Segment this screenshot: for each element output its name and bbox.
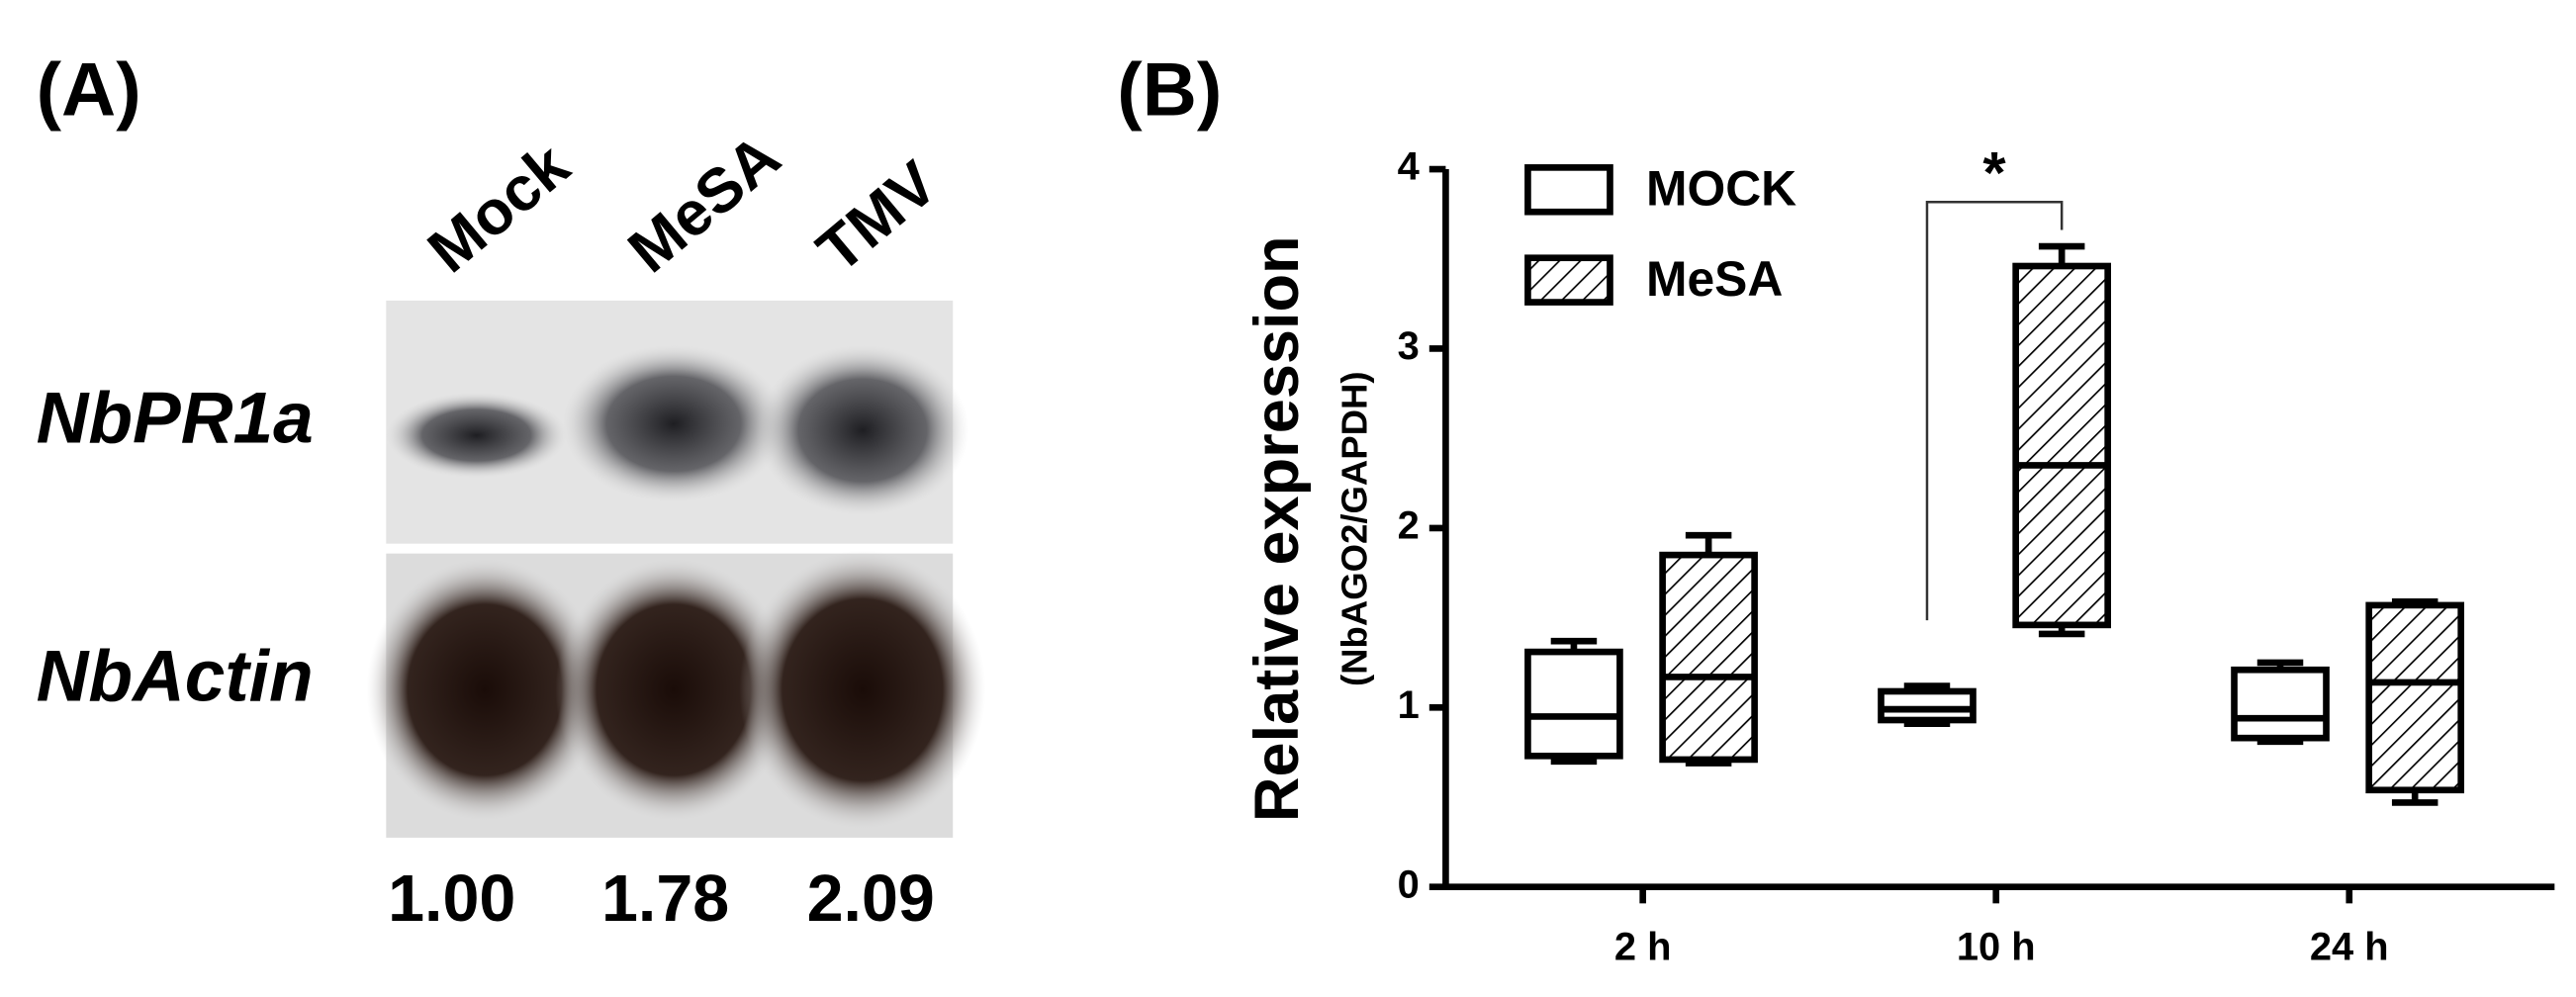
blot-band	[739, 550, 986, 830]
box	[2231, 666, 2330, 742]
blot-band	[555, 558, 792, 822]
y-axis-sublabel: (NbAGO2/GAPDH)	[1334, 371, 1374, 686]
ratio-label: 2.09	[807, 862, 935, 936]
y-tick-label: 4	[1398, 145, 1420, 189]
blot-band	[366, 558, 603, 822]
row-label: NbPR1a	[37, 379, 314, 459]
panel-label: (B)	[1117, 47, 1222, 132]
legend-label: MeSA	[1646, 251, 1783, 307]
x-tick-label: 2 h	[1614, 925, 1672, 968]
panel-a: (A) Mock MeSA TMV NbPR1a NbActin 1.00 1.…	[37, 47, 986, 936]
ratio-label: 1.78	[601, 862, 729, 936]
lane-label: TMV	[804, 148, 950, 286]
y-tick-label: 1	[1398, 683, 1420, 727]
box	[2365, 601, 2465, 794]
y-tick-label: 0	[1398, 862, 1420, 906]
legend-swatch	[1524, 254, 1613, 306]
box	[1659, 551, 1758, 764]
significance-bracket	[1925, 201, 2064, 621]
y-axis-label: Relative expression	[1242, 235, 1312, 822]
legend-swatch	[1524, 164, 1613, 216]
box	[2012, 262, 2111, 629]
ratio-label: 1.00	[388, 862, 515, 936]
legend-label: MOCK	[1646, 160, 1796, 216]
lane-label: Mock	[415, 130, 583, 286]
panel-b: (B) Relative expression (NbAGO2/GAPDH) 0…	[1117, 47, 2555, 968]
x-tick-label: 10 h	[1957, 925, 2036, 968]
lane-label: MeSA	[615, 122, 792, 286]
box	[1524, 648, 1623, 760]
blot-band	[755, 344, 969, 516]
annotation: *	[1982, 139, 2006, 206]
box	[1878, 687, 1977, 724]
x-tick-label: 24 h	[2310, 925, 2389, 968]
row-label: NbActin	[37, 636, 314, 716]
panel-label: (A)	[37, 47, 141, 132]
blot-band	[562, 344, 785, 503]
y-tick-label: 3	[1398, 324, 1420, 368]
y-tick-label: 2	[1398, 503, 1420, 547]
blot-band	[386, 392, 567, 479]
